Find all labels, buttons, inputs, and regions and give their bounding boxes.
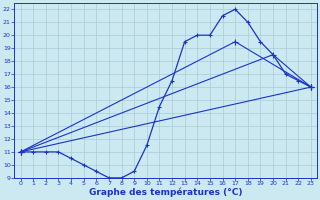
X-axis label: Graphe des températures (°C): Graphe des températures (°C) bbox=[89, 188, 243, 197]
